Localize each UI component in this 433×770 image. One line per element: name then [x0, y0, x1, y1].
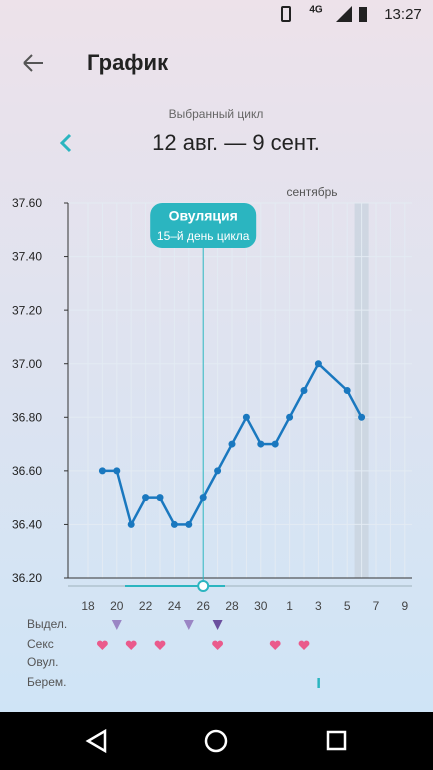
tracking-row-label: Овул.	[27, 655, 59, 669]
y-tick-label: 37.60	[12, 196, 42, 210]
screen-title: График	[87, 50, 169, 75]
data-point	[185, 520, 193, 528]
x-tick-label: 26	[197, 599, 211, 613]
battery-icon	[359, 7, 367, 22]
tracking-row-label: Секс	[27, 637, 54, 651]
discharge-icon	[183, 620, 194, 630]
x-tick-label: 9	[401, 599, 408, 613]
discharge-icon	[111, 620, 122, 630]
heart-icon	[212, 640, 224, 650]
heart-icon	[269, 640, 281, 650]
heart-icon	[154, 640, 166, 650]
data-point	[113, 467, 121, 475]
line-segment	[158, 497, 176, 526]
cycle-label: Выбранный цикл	[169, 107, 264, 121]
data-point	[242, 413, 250, 421]
nav-bar	[0, 712, 433, 770]
data-point	[199, 494, 207, 502]
y-tick-label: 36.40	[12, 518, 42, 532]
x-tick-label: 28	[225, 599, 239, 613]
x-tick-label: 1	[286, 599, 293, 613]
ovulation-subtitle: 15–й день цикла	[157, 229, 250, 243]
vibrate-icon	[281, 6, 291, 22]
line-segment	[115, 470, 133, 525]
line-segment	[202, 470, 219, 499]
heart-icon	[125, 640, 137, 650]
data-point	[314, 360, 322, 368]
nav-home[interactable]	[204, 729, 228, 753]
line-segment	[230, 416, 248, 445]
chart: 36.20 36.40 36.60 36.80 37.00 37.20 37.40 37.60…	[12, 185, 412, 689]
y-tick-label: 37.40	[12, 250, 42, 264]
x-tick-label: 5	[344, 599, 351, 613]
data-point	[358, 413, 366, 421]
x-tick-label: 22	[139, 599, 153, 613]
line-segment	[245, 416, 262, 445]
line-segment	[187, 497, 205, 526]
y-tick-label: 36.80	[12, 410, 42, 424]
signal-icon	[336, 6, 352, 22]
line-segment	[346, 389, 363, 418]
data-point	[142, 494, 150, 502]
y-tick-label: 37.20	[12, 303, 42, 317]
heart-icon	[298, 640, 310, 650]
tracking-row-label: Берем.	[27, 675, 66, 689]
data-point	[228, 440, 236, 448]
line-segment	[288, 389, 306, 418]
cycle-range: 12 авг. — 9 сент.	[152, 130, 320, 155]
heart-icon	[96, 640, 108, 650]
line-segment	[216, 443, 234, 472]
data-point	[343, 387, 351, 394]
data-point	[170, 520, 178, 528]
x-tick-label: 3	[315, 599, 322, 613]
x-tick-label: 24	[168, 599, 182, 613]
nav-recent[interactable]	[326, 730, 347, 751]
status-bar: 4G 13:27	[281, 5, 422, 23]
back-button[interactable]	[23, 54, 43, 72]
tracking-row-label: Выдел.	[27, 617, 67, 631]
data-point	[98, 467, 106, 475]
nav-back[interactable]	[85, 728, 107, 754]
data-point	[156, 494, 164, 502]
data-point	[271, 440, 279, 448]
ovulation-title: Овуляция	[169, 208, 238, 224]
line-segment	[302, 363, 320, 392]
prev-cycle-button[interactable]	[59, 133, 72, 153]
data-point	[300, 387, 308, 394]
line-segment	[274, 416, 291, 445]
y-tick-label: 36.20	[12, 571, 42, 585]
x-tick-label: 18	[81, 599, 95, 613]
x-tick-label: 30	[254, 599, 268, 613]
slider-handle[interactable]	[197, 580, 210, 592]
data-point	[257, 440, 265, 448]
y-tick-label: 36.60	[12, 464, 42, 478]
clock: 13:27	[384, 6, 422, 23]
data-point	[214, 467, 222, 475]
network-label: 4G	[309, 5, 323, 16]
x-tick-label: 7	[373, 599, 380, 613]
x-tick-label: 20	[110, 599, 124, 613]
line-segment	[317, 362, 349, 392]
pregnancy-test-icon	[317, 678, 320, 688]
line-segment	[130, 497, 147, 526]
discharge-icon	[212, 620, 223, 630]
ovulation-badge	[150, 203, 257, 248]
y-tick-label: 37.00	[12, 357, 42, 371]
month-label: сентябрь	[286, 185, 337, 199]
data-point	[286, 413, 294, 421]
data-point	[127, 520, 135, 528]
